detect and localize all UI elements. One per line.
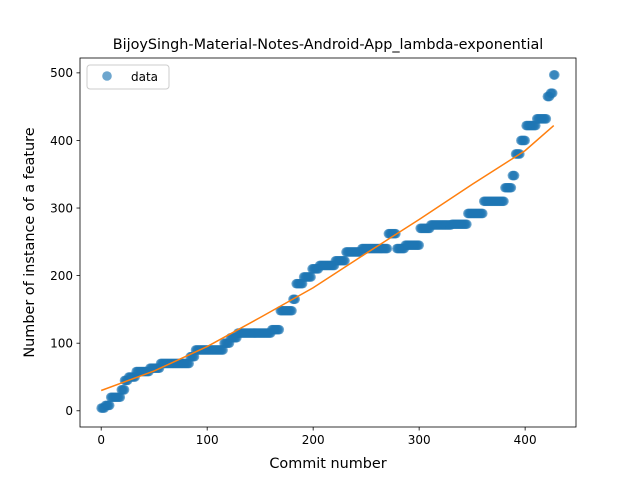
data-point bbox=[506, 182, 517, 193]
data-point bbox=[306, 272, 316, 282]
legend-label: data bbox=[131, 70, 158, 84]
legend-marker bbox=[102, 71, 112, 81]
legend: data bbox=[86, 64, 170, 90]
y-tick-label: 300 bbox=[50, 201, 73, 215]
plot-data bbox=[96, 70, 560, 413]
legend-box bbox=[86, 64, 170, 90]
y-axis-label: Number of instance of a feature bbox=[22, 127, 38, 357]
data-point bbox=[414, 240, 424, 250]
y-axis-ticks: 0 100 200 300 400 500 bbox=[50, 66, 80, 418]
y-tick-label: 500 bbox=[50, 66, 73, 80]
y-tick-label: 100 bbox=[50, 336, 73, 350]
axes-frame bbox=[79, 57, 577, 428]
x-axis-label: Commit number bbox=[269, 456, 386, 472]
chart-title: BijoySingh-Material-Notes-Android-App_la… bbox=[113, 37, 544, 53]
data-point bbox=[119, 385, 130, 395]
x-axis-ticks: 0 100 200 300 400 bbox=[97, 427, 537, 447]
data-point bbox=[287, 305, 297, 316]
y-tick-label: 0 bbox=[65, 404, 73, 418]
data-point bbox=[520, 135, 530, 146]
data-point bbox=[550, 70, 560, 80]
x-tick-label: 100 bbox=[196, 433, 219, 447]
data-point bbox=[499, 196, 509, 207]
data-point bbox=[547, 88, 558, 98]
x-tick-label: 300 bbox=[408, 433, 431, 447]
data-point bbox=[382, 243, 393, 254]
data-point bbox=[477, 208, 488, 219]
data-point bbox=[274, 324, 285, 335]
data-point bbox=[340, 255, 350, 266]
y-tick-label: 200 bbox=[50, 269, 73, 283]
x-tick-label: 200 bbox=[302, 433, 325, 447]
x-tick-label: 0 bbox=[97, 433, 105, 447]
data-point bbox=[104, 400, 115, 411]
data-point bbox=[509, 170, 520, 181]
fit-line bbox=[100, 125, 555, 392]
data-point bbox=[541, 114, 552, 124]
data-point bbox=[462, 219, 472, 230]
y-tick-label: 400 bbox=[50, 134, 73, 148]
data-point bbox=[115, 392, 126, 403]
x-tick-label: 400 bbox=[514, 433, 537, 447]
